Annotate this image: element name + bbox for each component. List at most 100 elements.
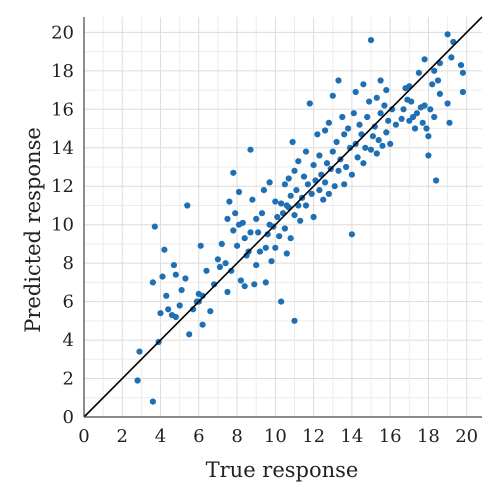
data-point (281, 225, 288, 232)
grid-lines (84, 17, 482, 417)
reference-line-group (83, 16, 483, 418)
data-point (335, 77, 342, 84)
data-point (203, 267, 210, 274)
x-tick-label: 14 (340, 426, 363, 447)
data-point (176, 302, 183, 309)
data-point (274, 213, 281, 221)
data-point (335, 167, 342, 174)
data-point (375, 137, 382, 144)
y-tick-label: 16 (51, 99, 74, 120)
data-point (381, 102, 388, 109)
data-point (211, 281, 218, 288)
y-tick-label: 20 (51, 22, 74, 43)
data-point (172, 271, 179, 278)
data-point (149, 398, 156, 405)
x-tick-label: 6 (193, 426, 204, 447)
data-point (448, 54, 455, 61)
data-point (224, 215, 231, 222)
x-tick-label: 10 (264, 426, 287, 447)
data-point (262, 244, 269, 251)
y-tick-label: 12 (51, 176, 74, 197)
data-point (207, 308, 214, 315)
data-point (360, 160, 367, 167)
y-tick-label: 4 (63, 330, 74, 351)
data-point (446, 119, 453, 126)
data-point (383, 129, 390, 136)
data-point (408, 98, 415, 105)
data-point (182, 275, 189, 282)
data-point (222, 260, 229, 267)
data-point (457, 62, 465, 69)
data-point (253, 215, 260, 222)
data-point (362, 144, 369, 151)
data-point (314, 131, 321, 138)
data-point (161, 246, 168, 253)
data-point (281, 181, 288, 188)
data-point (423, 125, 430, 132)
data-point (178, 287, 185, 294)
x-tick-label: 12 (302, 426, 325, 447)
data-point (247, 229, 254, 236)
data-point (306, 100, 313, 107)
x-tick-label: 2 (117, 426, 128, 447)
data-point (293, 187, 300, 194)
data-point (339, 113, 346, 121)
data-point (258, 210, 266, 217)
data-point (237, 277, 244, 284)
data-point (218, 240, 225, 247)
data-point (302, 148, 310, 155)
data-point (322, 179, 329, 186)
data-point (278, 200, 285, 207)
data-point (325, 190, 332, 197)
data-point (345, 125, 352, 132)
data-point (249, 196, 256, 203)
data-point (268, 258, 275, 265)
y-tick-label: 2 (63, 369, 74, 390)
x-tick-labels: 0 2 4 6 8 10 12 14 16 18 20 (78, 426, 478, 447)
data-point (383, 87, 390, 94)
x-axis-title: True response (206, 458, 359, 482)
data-point (310, 162, 317, 169)
data-point (186, 331, 193, 338)
data-point (322, 127, 329, 134)
data-point (297, 217, 304, 224)
data-point (159, 273, 166, 280)
data-point (341, 181, 348, 188)
data-point (266, 179, 273, 186)
data-point (285, 175, 292, 182)
data-point (348, 231, 355, 238)
data-point (184, 202, 191, 209)
data-point (172, 313, 179, 321)
data-point (400, 106, 407, 113)
data-point (346, 144, 354, 151)
data-point (234, 242, 241, 249)
x-tick-label: 16 (379, 426, 402, 447)
data-point (360, 81, 367, 88)
x-tick-label: 4 (155, 426, 166, 447)
data-point (308, 190, 315, 197)
data-point (287, 235, 294, 242)
data-point (431, 113, 438, 121)
data-point (283, 250, 290, 257)
data-point (459, 69, 466, 76)
data-point (302, 202, 310, 209)
data-point (425, 152, 432, 159)
data-points (134, 31, 466, 405)
data-point (216, 263, 223, 271)
data-point (392, 121, 399, 128)
data-point (151, 223, 158, 230)
data-point (241, 235, 248, 242)
data-point (256, 248, 264, 255)
data-point (289, 138, 296, 146)
data-point (389, 106, 396, 113)
axes (83, 17, 482, 418)
data-point (134, 377, 141, 384)
data-point (235, 188, 243, 196)
data-point (331, 183, 338, 190)
y-tick-label: 18 (51, 61, 74, 82)
data-point (421, 56, 428, 63)
data-point (251, 281, 258, 288)
data-point (230, 169, 237, 176)
data-point (411, 125, 419, 132)
